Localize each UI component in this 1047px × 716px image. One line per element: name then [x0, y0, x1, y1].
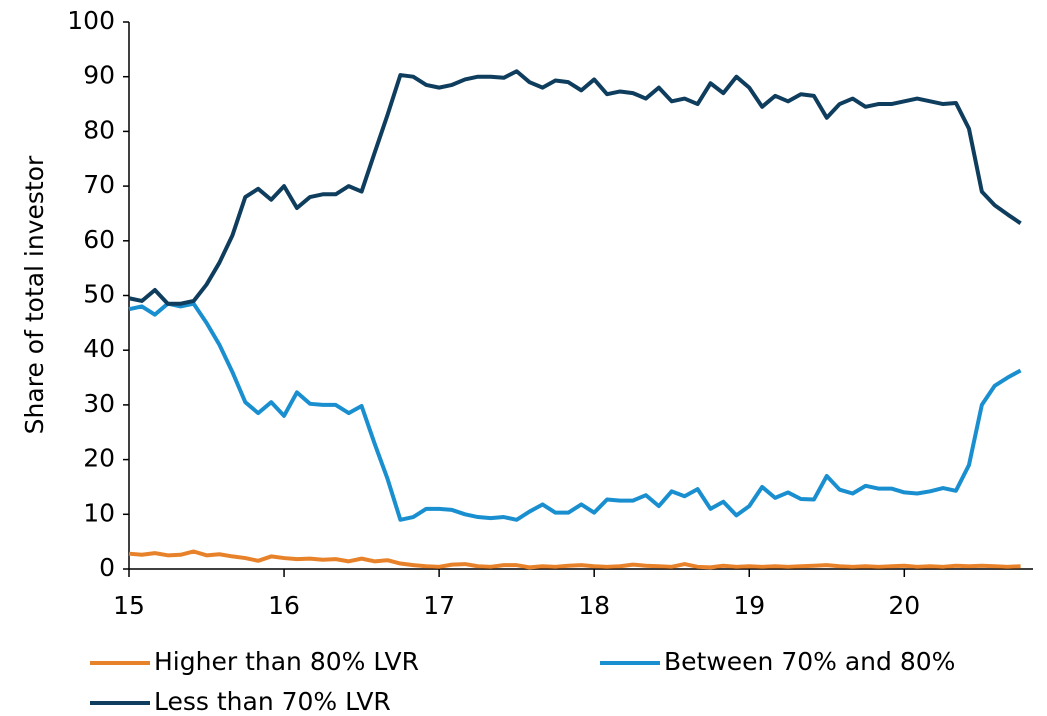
series-line	[128, 69, 1022, 306]
legend-label: Less than 70% LVR	[154, 687, 391, 716]
y-tick-label: 40	[83, 334, 115, 363]
legend-label: Between 70% and 80%	[664, 647, 955, 676]
y-tick-label: 10	[83, 498, 115, 527]
y-tick-label: 20	[83, 444, 115, 473]
y-tick-label: 60	[83, 225, 115, 254]
y-tick-label: 80	[83, 115, 115, 144]
x-tick-label: 20	[888, 591, 920, 620]
y-tick-label: 70	[83, 170, 115, 199]
x-tick-label: 19	[733, 591, 765, 620]
y-tick-label: 0	[99, 553, 115, 582]
y-tick-label: 100	[67, 6, 115, 35]
x-tick-label: 17	[423, 591, 455, 620]
y-tick-label: 90	[83, 61, 115, 90]
y-tick-label: 30	[83, 389, 115, 418]
y-tick-label: 50	[83, 280, 115, 309]
series-line	[128, 301, 1022, 522]
x-tick-label: 18	[578, 591, 610, 620]
legend-label: Higher than 80% LVR	[154, 647, 419, 676]
series-line	[128, 549, 1021, 570]
x-tick-label: 16	[268, 591, 300, 620]
y-axis-label: Share of total investor	[20, 155, 49, 434]
x-tick-label: 15	[113, 591, 145, 620]
